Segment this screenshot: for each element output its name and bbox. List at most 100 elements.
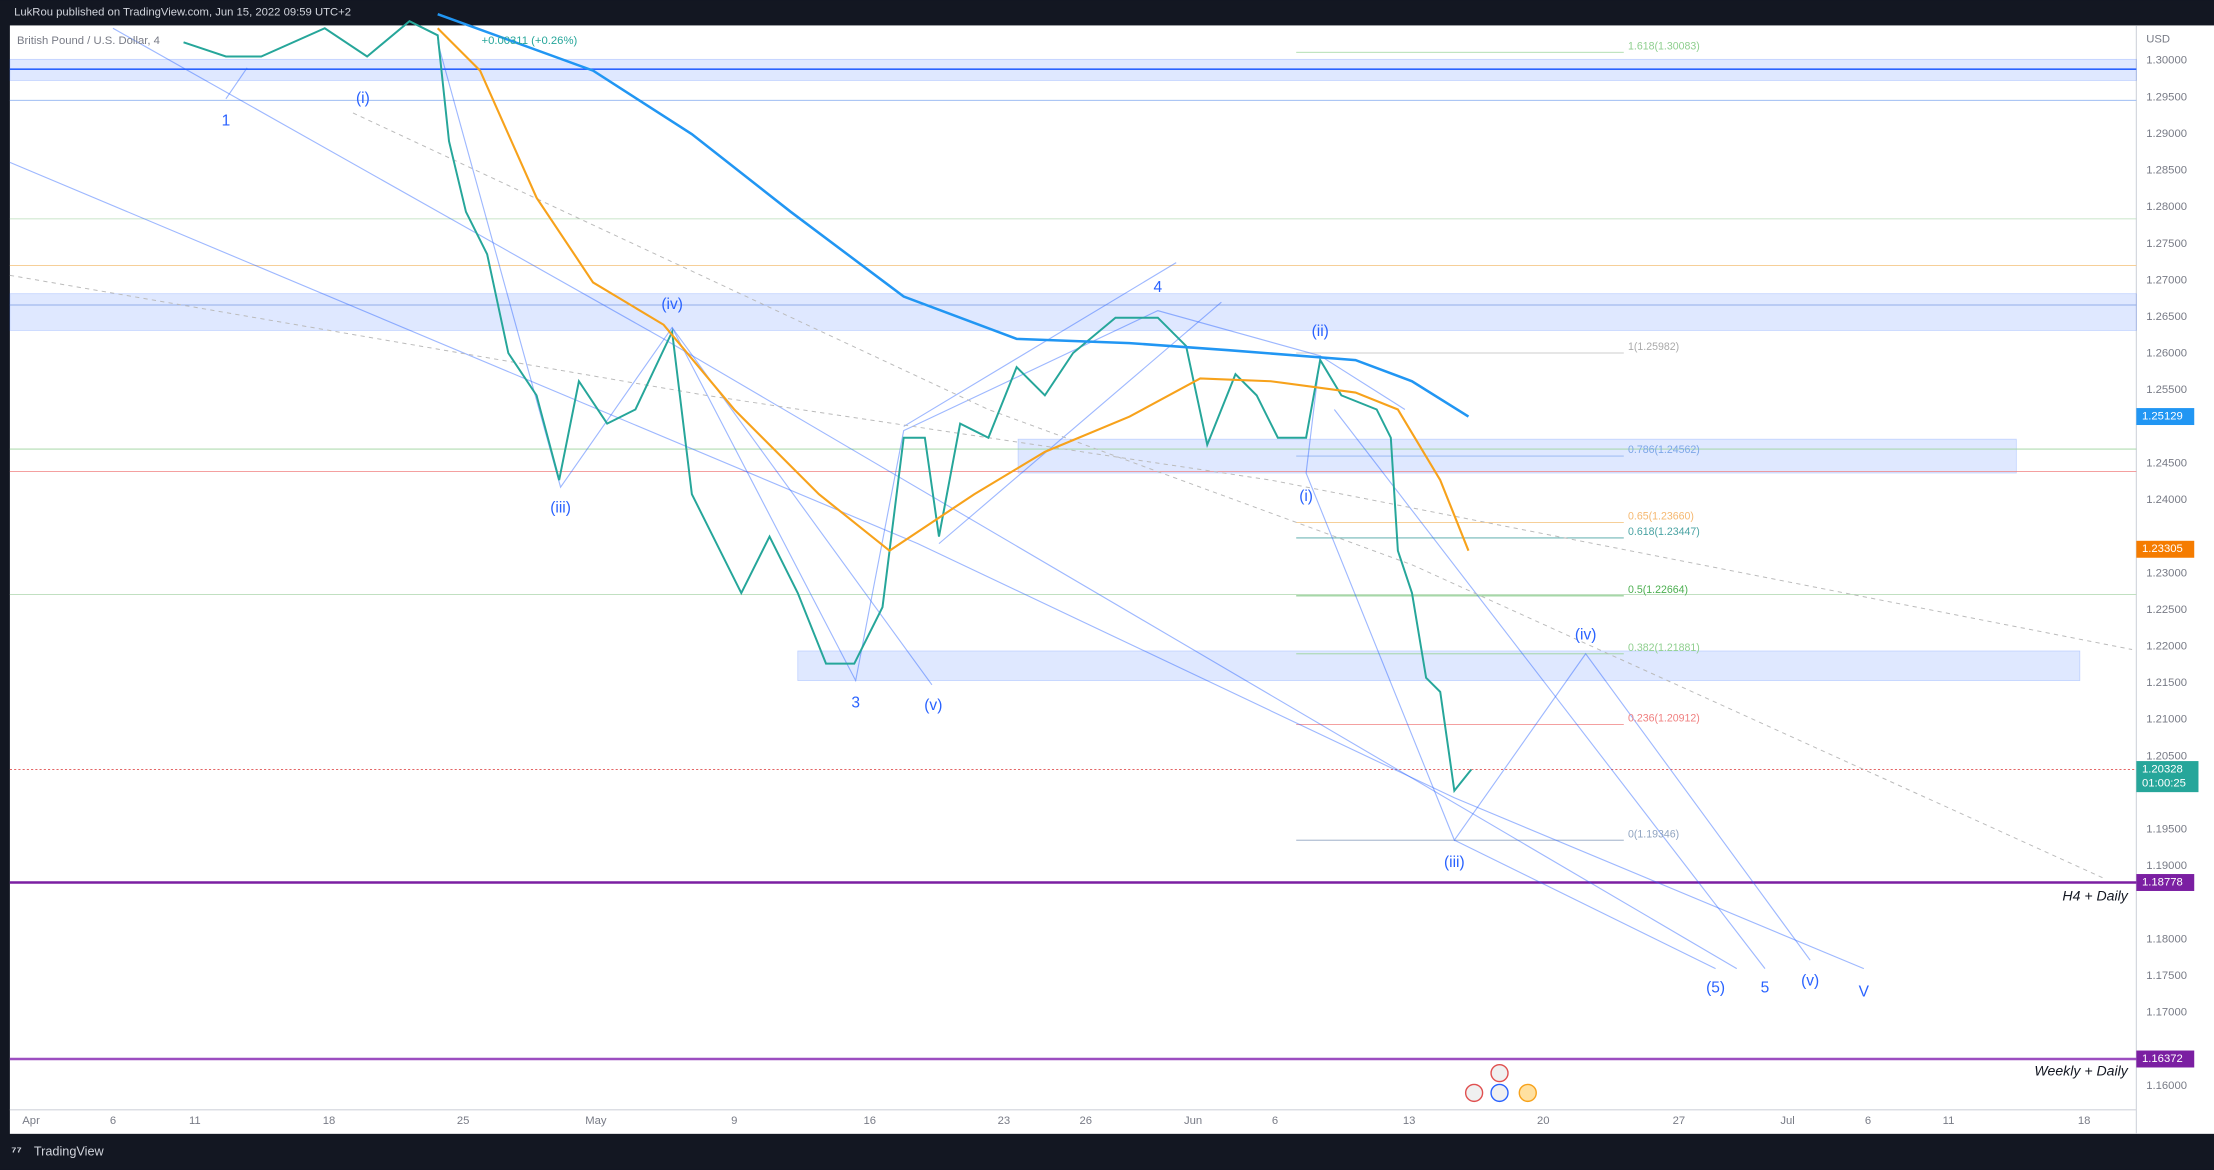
wave-label: 1 xyxy=(222,113,231,130)
price-tag: 1.23305 xyxy=(2142,543,2183,555)
price-axis-label: 1.29500 xyxy=(2146,91,2187,103)
event-icon xyxy=(1464,1083,1484,1103)
tag-bg xyxy=(2136,761,2199,793)
wave-line xyxy=(1454,839,1716,970)
dashed-line xyxy=(352,112,2105,879)
wave-label: 5 xyxy=(1761,980,1770,997)
price-axis-label: 1.28500 xyxy=(2146,165,2187,177)
tag-bg xyxy=(2136,408,2195,426)
ma-blue xyxy=(437,12,1470,418)
price-tag: 1.16372 xyxy=(2142,1053,2183,1065)
tag-bg xyxy=(2136,1050,2195,1068)
price-axis-label: 1.27000 xyxy=(2146,274,2187,286)
price-axis-label: 1.22500 xyxy=(2146,604,2187,616)
price-axis-label: 1.25500 xyxy=(2146,384,2187,396)
wave-label: (v) xyxy=(1801,972,1819,989)
time-axis-label: Jul xyxy=(1780,1115,1794,1127)
time-axis-label: 18 xyxy=(2078,1115,2091,1127)
wave-label: (i) xyxy=(356,90,370,107)
price-axis-label: 1.24000 xyxy=(2146,494,2187,506)
wave-label: 4 xyxy=(1154,279,1163,296)
price-tag: 1.25129 xyxy=(2142,411,2183,423)
wave-label: (iv) xyxy=(661,296,683,313)
price-axis-label: 1.29000 xyxy=(2146,128,2187,140)
wave-label: V xyxy=(1859,984,1870,1001)
time-axis-label: 9 xyxy=(731,1115,737,1127)
time-axis-label: 11 xyxy=(1943,1115,1955,1127)
price-axis-label: 1.19000 xyxy=(2146,860,2187,872)
time-axis-label: 13 xyxy=(1403,1115,1416,1127)
wave-line xyxy=(225,67,248,100)
time-axis-label: 27 xyxy=(1673,1115,1686,1127)
fib-label: 1(1.25982) xyxy=(1628,341,1679,353)
time-axis-label: 18 xyxy=(323,1115,336,1127)
ma-orange xyxy=(436,27,1470,552)
price-axis-label: 1.26000 xyxy=(2146,348,2187,360)
brand-logo: ⁷⁷ xyxy=(11,1145,21,1159)
fib-label: 0(1.19346) xyxy=(1628,828,1679,840)
price-axis-label: 1.30000 xyxy=(2146,55,2187,67)
fib-label: 1.618(1.30083) xyxy=(1628,40,1700,52)
price-axis-label: 1.21000 xyxy=(2146,714,2187,726)
events xyxy=(1464,1063,1537,1103)
price-axis-label: 1.16000 xyxy=(2146,1080,2187,1092)
change: +0.00311 (+0.26%) xyxy=(481,35,577,47)
levels xyxy=(9,68,2137,1061)
price-axis-label: 1.28000 xyxy=(2146,201,2187,213)
time-axis-label: 26 xyxy=(1080,1115,1093,1127)
channel-line xyxy=(938,301,1222,545)
wave-path xyxy=(437,42,1811,961)
wave-label: 3 xyxy=(851,694,860,711)
time-axis-label: 6 xyxy=(1272,1115,1278,1127)
channel-line xyxy=(903,262,1177,427)
event-icon xyxy=(1518,1083,1537,1103)
price-axis-label: 1.21500 xyxy=(2146,677,2187,689)
zone-label: H4 + Daily xyxy=(2062,887,2128,903)
wave-line xyxy=(1333,409,1766,969)
time-axis-label: Apr xyxy=(22,1115,40,1127)
price-tag: 1.20328 xyxy=(2142,764,2183,776)
price-line xyxy=(183,20,1473,794)
event-icon xyxy=(1490,1063,1509,1083)
price-axis-label: 1.23000 xyxy=(2146,567,2187,579)
chart-area xyxy=(9,25,2214,1134)
price-axis-label: 1.17000 xyxy=(2146,1007,2187,1019)
price-axis-label: 1.24500 xyxy=(2146,457,2187,469)
time-axis-label: 6 xyxy=(1865,1115,1871,1127)
fib-lines xyxy=(1296,51,1624,841)
time-axis-label: Jun xyxy=(1184,1115,1202,1127)
zone xyxy=(9,293,2137,331)
fib-label: 0.382(1.21881) xyxy=(1628,642,1700,654)
price-axis-label: 1.19500 xyxy=(2146,824,2187,836)
time-axis-label: 23 xyxy=(998,1115,1011,1127)
fib-label: 0.65(1.23660) xyxy=(1628,511,1694,523)
tag-bg xyxy=(2136,540,2195,558)
time-axis-label: 16 xyxy=(864,1115,877,1127)
wave-label: (iii) xyxy=(1444,854,1465,871)
time-axis-label: 20 xyxy=(1537,1115,1550,1127)
event-icon xyxy=(1490,1083,1509,1103)
countdown: 01:00:25 xyxy=(2142,778,2186,790)
price-axis-label: 1.26500 xyxy=(2146,311,2187,323)
brand: TradingView xyxy=(34,1145,105,1159)
price-axis-label: 1.27500 xyxy=(2146,238,2187,250)
time-axis-label: 11 xyxy=(189,1115,201,1127)
time-axis-label: 6 xyxy=(110,1115,116,1127)
trend-line xyxy=(9,161,1865,970)
price-axis-label: 1.17500 xyxy=(2146,970,2187,982)
trend-line xyxy=(112,27,1738,970)
wave-label: (i) xyxy=(1299,488,1313,505)
wave-lines xyxy=(9,27,1865,970)
wave-label: (ii) xyxy=(1312,323,1329,340)
wave-label: (iv) xyxy=(1575,627,1597,644)
fib-label: 0.618(1.23447) xyxy=(1628,526,1700,538)
price-tag: 1.18778 xyxy=(2142,876,2183,888)
price-axis-label: 1.22000 xyxy=(2146,641,2187,653)
zone-label: Weekly + Daily xyxy=(2034,1062,2128,1078)
symbol: British Pound / U.S. Dollar, 4 xyxy=(17,35,160,47)
price-axis-label: 1.18000 xyxy=(2146,933,2187,945)
currency: USD xyxy=(2146,34,2170,46)
wave-label: (iii) xyxy=(550,499,571,516)
